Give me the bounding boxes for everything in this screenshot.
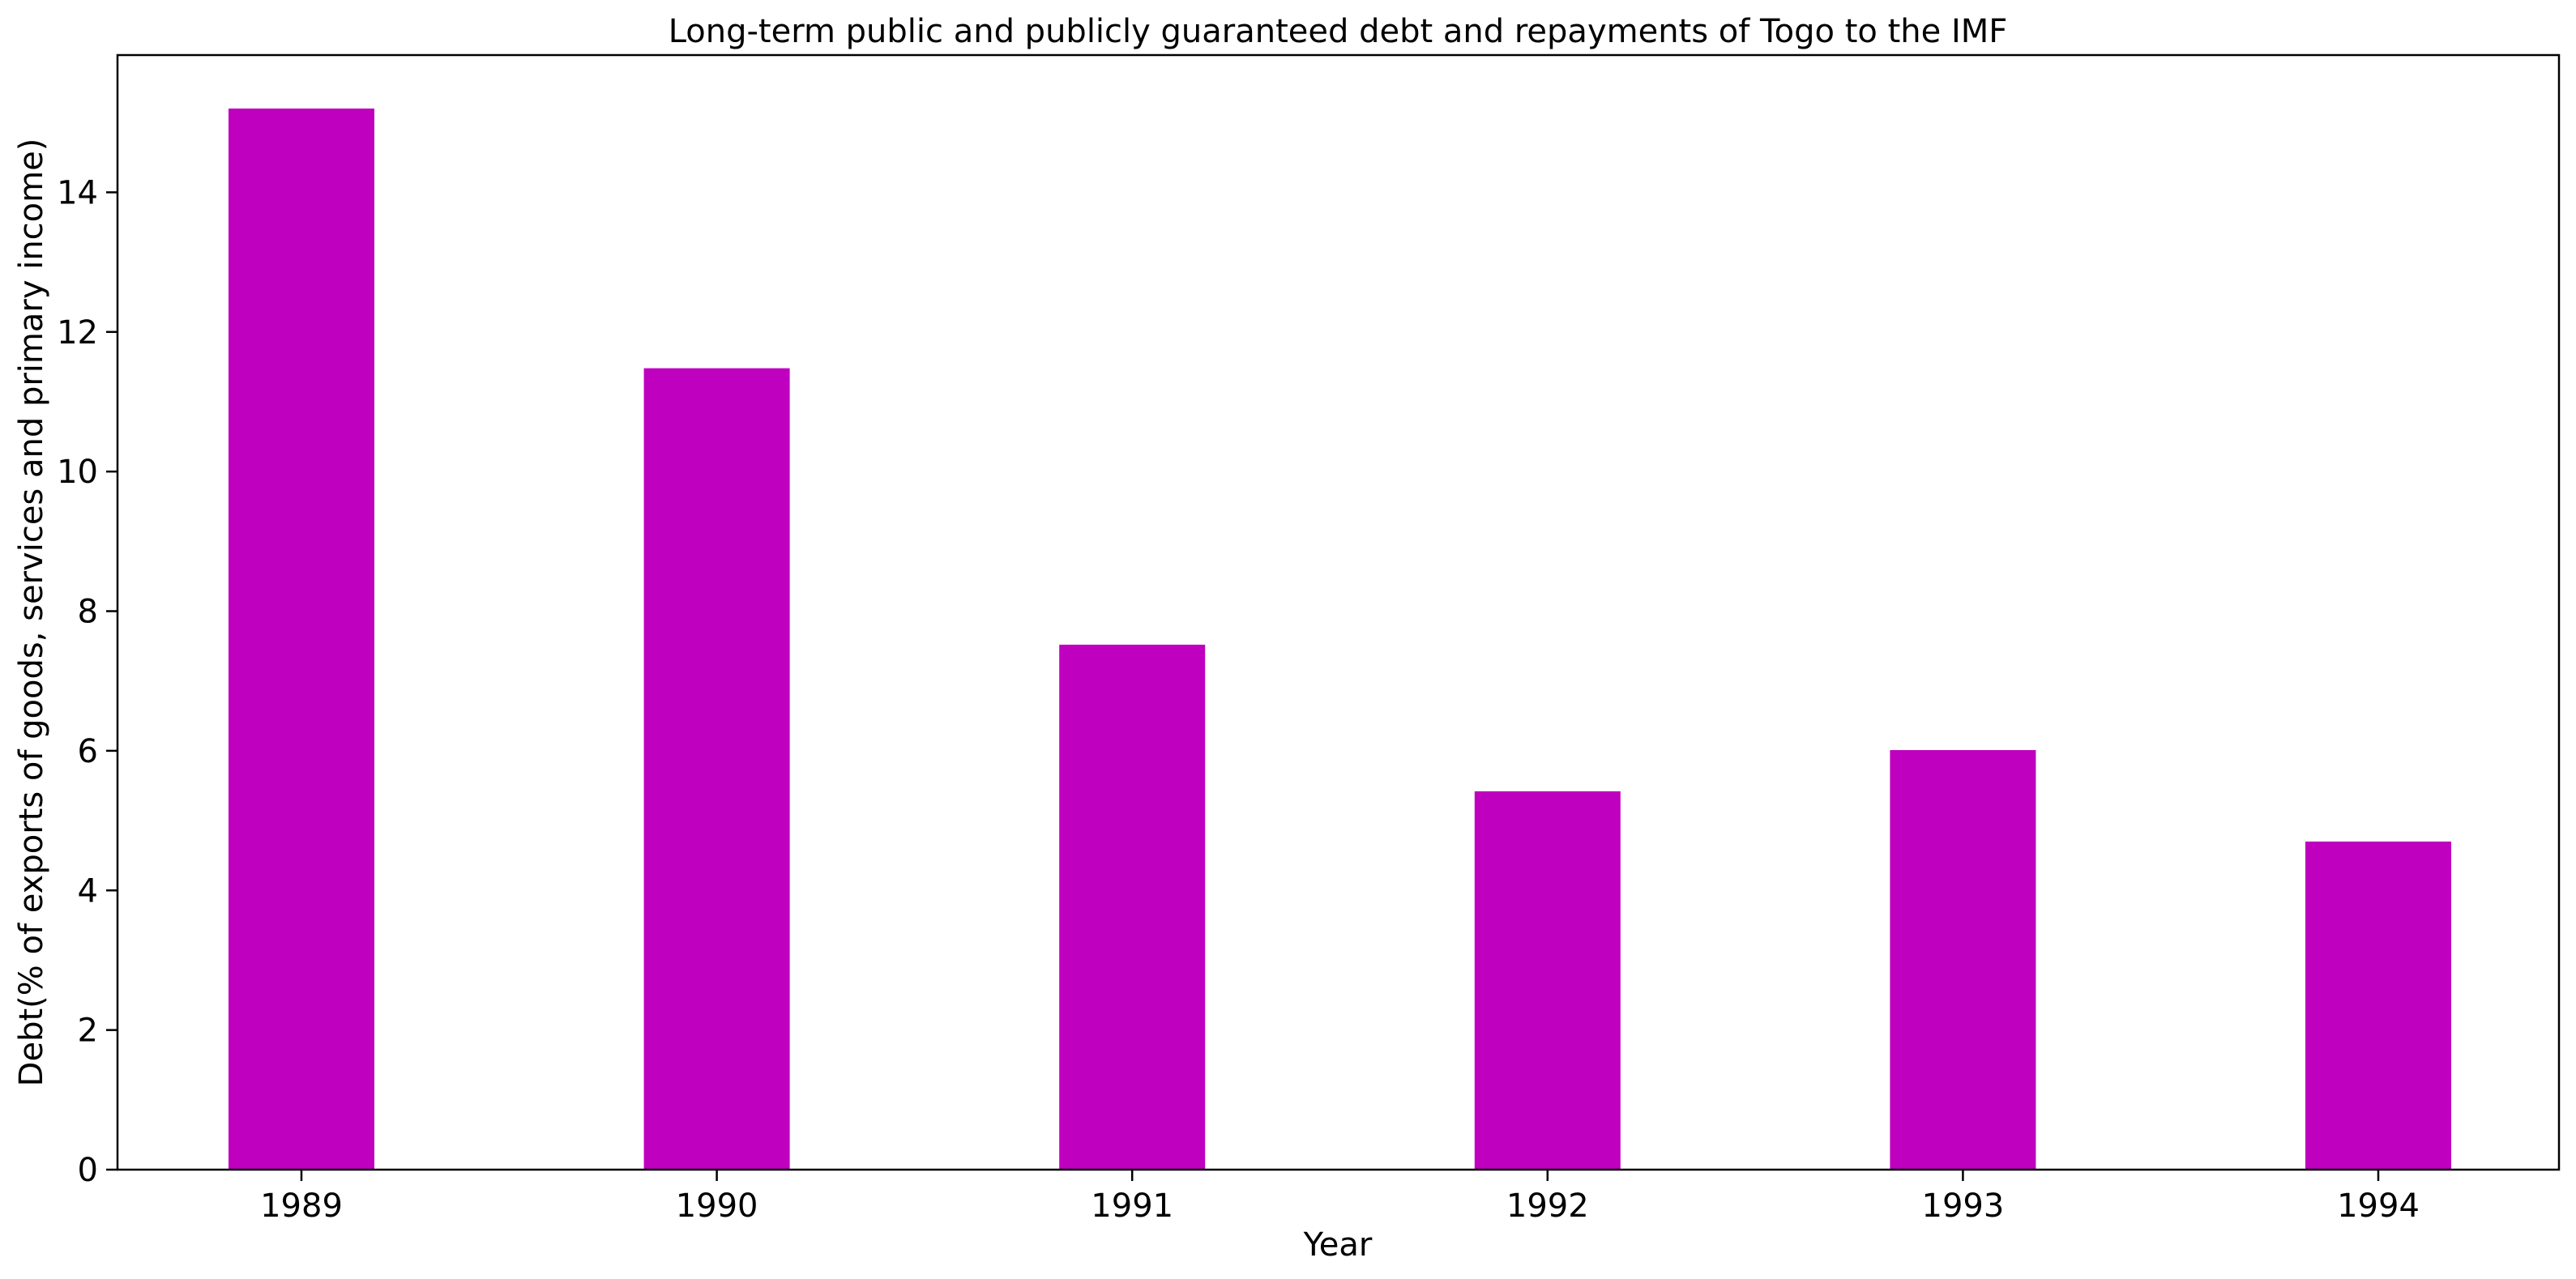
y-tick-label: 2 xyxy=(78,1013,98,1050)
plot-frame xyxy=(116,53,2561,1171)
y-tick-label: 12 xyxy=(57,314,98,352)
x-axis-ticks: 1989 1990 1991 1992 1993 1994 xyxy=(260,1170,2420,1225)
bar-1990 xyxy=(643,368,790,1170)
bars-group xyxy=(229,109,2451,1170)
x-tick-label: 1993 xyxy=(1922,1187,2005,1225)
y-tick-label: 8 xyxy=(78,594,98,631)
x-tick-label: 1990 xyxy=(676,1187,758,1225)
y-axis-label: Debt(% of exports of goods, services and… xyxy=(13,139,50,1087)
bar-1992 xyxy=(1474,791,1621,1170)
y-axis-ticks: 0 2 4 6 8 10 12 14 xyxy=(57,174,117,1189)
x-axis-label: Year xyxy=(1303,1226,1373,1264)
x-tick-label: 1991 xyxy=(1091,1187,1173,1225)
x-tick-label: 1994 xyxy=(2337,1187,2420,1225)
x-tick-label: 1992 xyxy=(1506,1187,1589,1225)
bar-1991 xyxy=(1059,644,1206,1170)
chart-title: Long-term public and publicly guaranteed… xyxy=(669,13,2008,50)
bar-1994 xyxy=(2305,841,2451,1170)
y-tick-label: 0 xyxy=(78,1152,98,1189)
y-tick-label: 4 xyxy=(78,872,98,910)
y-tick-label: 14 xyxy=(57,174,98,211)
bar-1993 xyxy=(1890,750,2036,1170)
bar-1989 xyxy=(229,109,374,1170)
y-tick-label: 6 xyxy=(78,733,98,770)
y-tick-label: 10 xyxy=(57,454,98,491)
x-tick-label: 1989 xyxy=(260,1187,343,1225)
